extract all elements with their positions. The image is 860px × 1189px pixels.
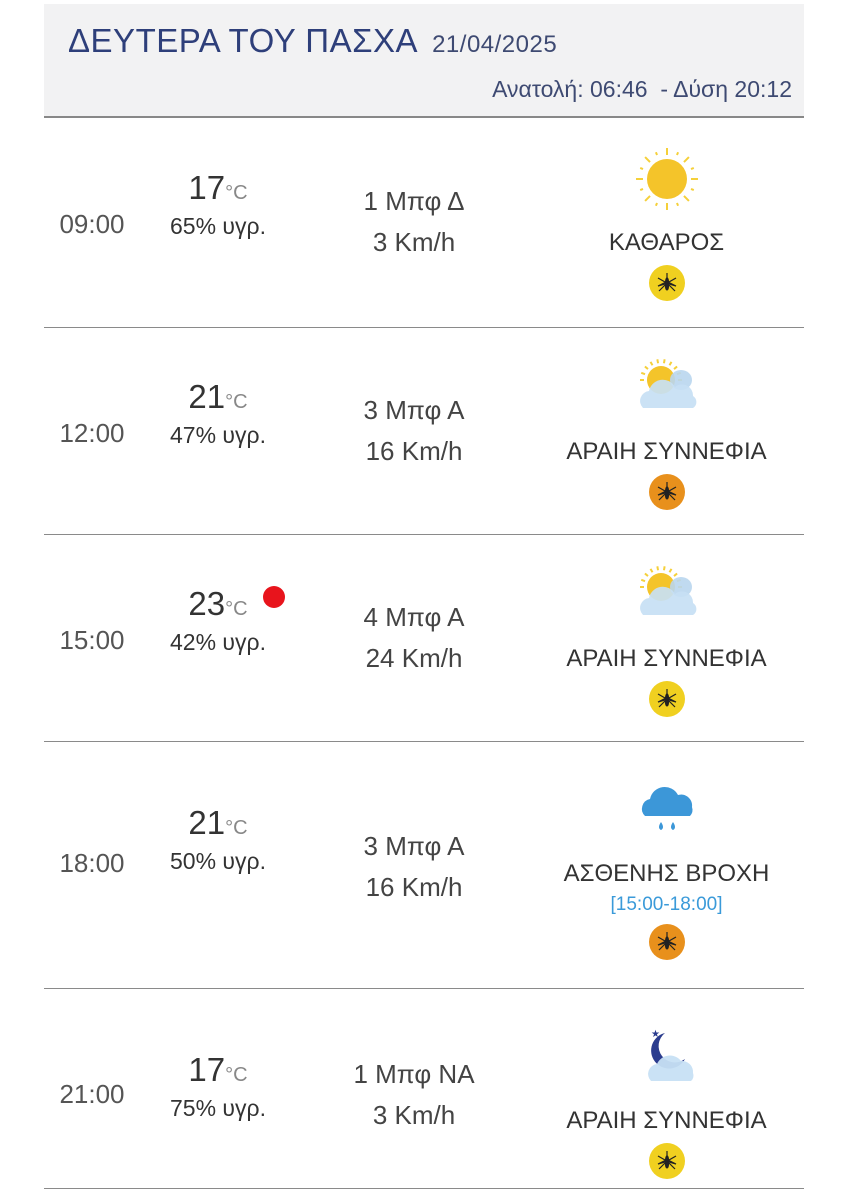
mosquito-icon <box>648 474 685 510</box>
temperature-block: 23°C 42% υγρ. <box>148 585 288 656</box>
mosquito-icon <box>648 265 685 301</box>
temperature-value: 17 <box>188 1051 226 1088</box>
mosquito-glyph <box>657 1151 676 1170</box>
temperature-unit: °C <box>225 391 248 413</box>
temperature-block: 17°C 75% υγρ. <box>148 1051 288 1122</box>
wind-speed: 16 Km/h <box>365 872 463 902</box>
partly-cloudy-icon <box>635 356 699 420</box>
wind-beaufort: 4 Μπφ Α <box>363 602 465 632</box>
temperature-unit: °C <box>225 598 248 620</box>
wind-speed: 3 Km/h <box>372 1100 456 1130</box>
condition-text: ΑΡΑΙΗ ΣΥΝΝΕΦΙΑ <box>566 645 767 672</box>
condition-block: ΑΡΑΙΗ ΣΥΝΝΕΦΙΑ <box>544 563 789 717</box>
sun-icon <box>635 147 699 211</box>
forecast-time: 15:00 <box>59 625 125 655</box>
forecast-time: 09:00 <box>59 209 125 239</box>
wind-block: 3 Μπφ Α 16 Km/h <box>334 826 494 908</box>
condition-block: ΑΣΘΕΝΗΣ ΒΡΟΧΗ [15:00-18:00] <box>544 778 789 960</box>
wind-speed: 3 Km/h <box>372 227 456 257</box>
condition-text: ΑΣΘΕΝΗΣ ΒΡΟΧΗ <box>563 860 770 887</box>
forecast-time: 18:00 <box>59 848 125 878</box>
svg-text:★: ★ <box>651 1029 660 1040</box>
humidity: 65% υγρ. <box>170 213 266 239</box>
wind-block: 1 Μπφ Δ 3 Km/h <box>334 181 494 263</box>
wind-beaufort: 3 Μπφ Α <box>363 395 465 425</box>
temperature-value: 23 <box>188 585 226 622</box>
mosquito-glyph <box>657 689 676 708</box>
wind-block: 3 Μπφ Α 16 Km/h <box>334 390 494 472</box>
condition-text: ΚΑΘΑΡΟΣ <box>608 229 725 256</box>
forecast-row: 15:00 23°C 42% υγρ. 4 Μπφ Α 24 Km/h ΑΡΑΙ… <box>44 535 804 742</box>
temperature-block: 21°C 50% υγρ. <box>148 804 288 875</box>
condition-text: ΑΡΑΙΗ ΣΥΝΝΕΦΙΑ <box>566 438 767 465</box>
day-date: 21/04/2025 <box>432 31 558 58</box>
temperature-block: 17°C 65% υγρ. <box>148 169 288 240</box>
forecast-row: 18:00 21°C 50% υγρ. 3 Μπφ Α 16 Km/h ΑΣΘΕ… <box>44 742 804 989</box>
mosquito-glyph <box>657 273 676 292</box>
forecast-time: 12:00 <box>59 418 125 448</box>
night-cloudy-icon: ★ <box>635 1025 699 1089</box>
condition-block: ΚΑΘΑΡΟΣ <box>544 147 789 301</box>
mosquito-icon <box>648 681 685 717</box>
sunrise-sunset: Ανατολή: 06:46 - Δύση 20:12 <box>492 76 792 102</box>
forecast-time: 21:00 <box>59 1079 125 1109</box>
temperature-block: 21°C 47% υγρ. <box>148 378 288 449</box>
condition-block: ΑΡΑΙΗ ΣΥΝΝΕΦΙΑ <box>544 356 789 510</box>
temperature-value: 17 <box>188 169 226 206</box>
wind-beaufort: 1 Μπφ Δ <box>363 186 465 216</box>
wind-beaufort: 1 Μπφ ΝΑ <box>353 1059 475 1089</box>
forecast-row: 09:00 17°C 65% υγρ. 1 Μπφ Δ 3 Km/h ΚΑΘΑΡ… <box>44 119 804 328</box>
day-name: ΔΕΥΤΕΡΑ ΤΟΥ ΠΑΣΧΑ <box>68 22 419 59</box>
mosquito-icon <box>648 1143 685 1179</box>
temperature-unit: °C <box>225 817 248 839</box>
rain-time-range: [15:00-18:00] <box>610 894 723 915</box>
temperature-value: 21 <box>188 804 226 841</box>
humidity: 50% υγρ. <box>170 848 266 874</box>
rain-icon <box>635 778 699 842</box>
partly-cloudy-icon <box>635 563 699 627</box>
alert-dot <box>263 586 285 608</box>
temperature-unit: °C <box>225 182 248 204</box>
mosquito-icon <box>648 924 685 960</box>
humidity: 42% υγρ. <box>170 629 266 655</box>
day-title: ΔΕΥΤΕΡΑ ΤΟΥ ΠΑΣΧΑ 21/04/2025 <box>68 22 557 60</box>
wind-speed: 24 Km/h <box>365 643 463 673</box>
day-header: ΔΕΥΤΕΡΑ ΤΟΥ ΠΑΣΧΑ 21/04/2025 Ανατολή: 06:… <box>44 4 804 118</box>
condition-block: ★ ΑΡΑΙΗ ΣΥΝΝΕΦΙΑ <box>544 1025 789 1179</box>
mosquito-glyph <box>657 482 676 501</box>
wind-block: 4 Μπφ Α 24 Km/h <box>334 597 494 679</box>
forecast-row: 12:00 21°C 47% υγρ. 3 Μπφ Α 16 Km/h ΑΡΑΙ… <box>44 328 804 535</box>
wind-speed: 16 Km/h <box>365 436 463 466</box>
humidity: 47% υγρ. <box>170 422 266 448</box>
wind-beaufort: 3 Μπφ Α <box>363 831 465 861</box>
forecast-row: 21:00 17°C 75% υγρ. 1 Μπφ ΝΑ 3 Km/h ★ ΑΡ… <box>44 989 804 1189</box>
wind-block: 1 Μπφ ΝΑ 3 Km/h <box>334 1054 494 1136</box>
temperature-unit: °C <box>225 1064 248 1086</box>
temperature-value: 21 <box>188 378 226 415</box>
condition-text: ΑΡΑΙΗ ΣΥΝΝΕΦΙΑ <box>566 1107 767 1134</box>
humidity: 75% υγρ. <box>170 1095 266 1121</box>
mosquito-glyph <box>657 932 676 951</box>
